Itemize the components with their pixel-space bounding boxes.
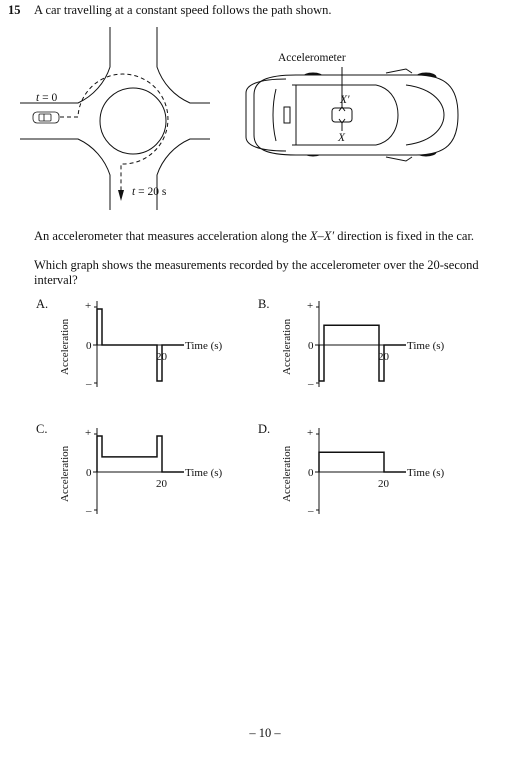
acceleration-trace	[96, 435, 184, 473]
x-prime-label: X′	[339, 94, 350, 106]
front-mirror-left	[385, 68, 413, 74]
windscreen	[375, 84, 399, 146]
zero-label: 0	[86, 467, 92, 479]
graph-d[interactable]: +0 – Acceleration Time (s) 20	[274, 422, 449, 522]
minus-label: –	[307, 378, 314, 390]
road-edge-bottom-left	[20, 138, 111, 210]
option-letter-c[interactable]: C.	[36, 422, 48, 436]
road-edge-top-right	[156, 27, 210, 104]
bonnet-line	[405, 84, 445, 146]
y-axis-label: Acceleration	[281, 318, 293, 375]
x-label: X	[337, 132, 346, 144]
rear-mirror	[283, 106, 291, 124]
graph-a[interactable]: +0–Acceleration Time (s)20	[52, 295, 227, 395]
question-stem: A car travelling at a constant speed fol…	[34, 3, 332, 17]
y-axis-label: Acceleration	[281, 445, 293, 502]
side-lines	[292, 84, 376, 146]
minus-label: –	[85, 505, 92, 517]
minus-label: –	[85, 378, 92, 390]
x-axis-label: Time (s)	[185, 467, 223, 479]
road-edge-top-left	[20, 27, 111, 104]
roundabout-diagram: t = 0 t = 20 s	[20, 27, 210, 210]
paragraph-question: Which graph shows the measurements recor…	[34, 258, 479, 287]
path-arrow-icon	[118, 190, 124, 201]
roundabout-island	[99, 87, 167, 155]
y-axis-label: Acceleration	[59, 445, 71, 502]
plus-label: +	[85, 300, 91, 312]
acceleration-trace	[318, 324, 406, 382]
tick-label-20: 20	[378, 478, 390, 490]
option-letter-d[interactable]: D.	[258, 422, 271, 436]
page-number: – 10 –	[249, 726, 281, 740]
zero-label: 0	[308, 467, 314, 479]
x-axis-label: Time (s)	[407, 340, 445, 352]
plus-label: +	[85, 427, 91, 439]
accelerometer-box	[331, 107, 353, 123]
car-top-view-small-icon	[32, 111, 60, 124]
zero-label: 0	[86, 340, 92, 352]
accelerometer-label: Accelerometer	[278, 52, 346, 64]
double-arrow-icon	[338, 106, 346, 124]
car-path	[60, 73, 169, 195]
paragraph-accelerometer: An accelerometer that measures accelerat…	[34, 229, 475, 243]
y-axis-label: Acceleration	[59, 318, 71, 375]
car-body	[253, 74, 459, 156]
car-outline-rear-bottom	[245, 136, 287, 152]
plus-label: +	[307, 300, 313, 312]
car-outline-rear-top	[245, 78, 287, 94]
acceleration-trace	[318, 451, 406, 473]
t-start-label: t = 0	[36, 92, 57, 104]
question-number: 15	[8, 3, 21, 17]
graph-c[interactable]: +0 – Acceleration Time (s) 20	[52, 422, 227, 522]
x-axis-label: Time (s)	[185, 340, 223, 352]
road-edge-bottom-right	[156, 138, 210, 210]
tick-label-20: 20	[156, 478, 168, 490]
graph-b[interactable]: +0–Acceleration Time (s)20	[274, 295, 449, 395]
plus-label: +	[307, 427, 313, 439]
t-end-label: t = 20 s	[132, 186, 167, 198]
zero-label: 0	[308, 340, 314, 352]
acceleration-trace	[96, 308, 184, 382]
option-letter-a[interactable]: A.	[36, 297, 49, 311]
x-axis-label: Time (s)	[407, 467, 445, 479]
front-mirror-right	[385, 156, 413, 162]
rear-window	[272, 88, 277, 142]
minus-label: –	[307, 505, 314, 517]
car-diagram: Accelerometer X′ X	[245, 52, 459, 162]
option-letter-b[interactable]: B.	[258, 297, 270, 311]
